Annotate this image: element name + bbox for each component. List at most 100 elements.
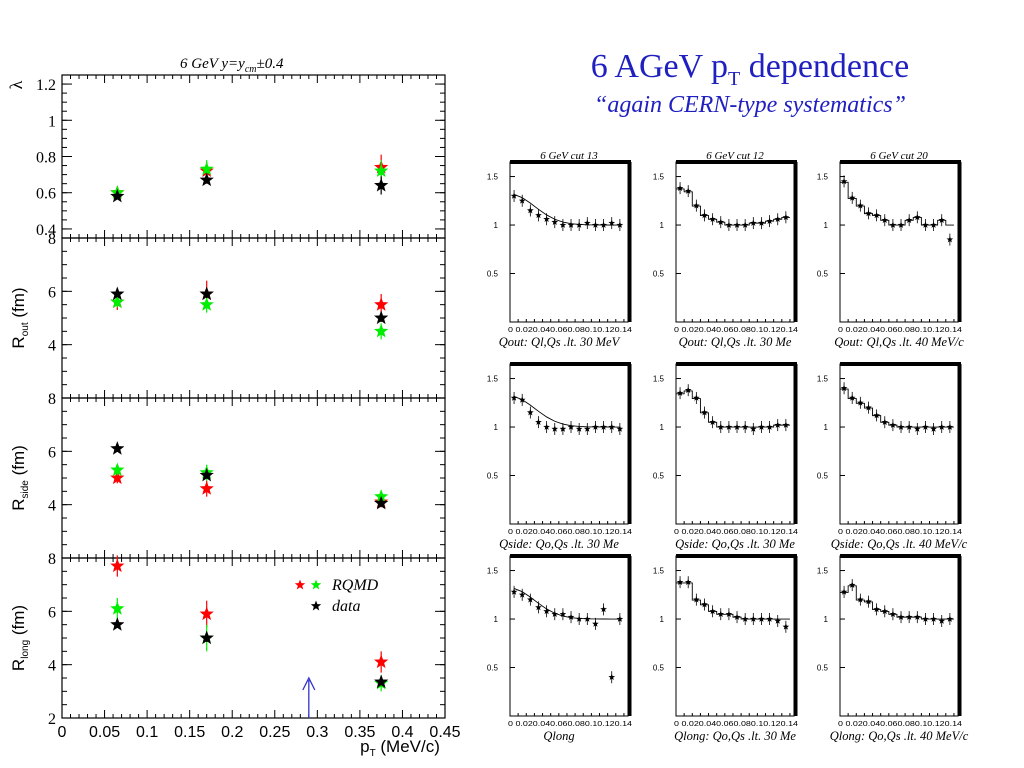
y-tick-label: 1 (660, 615, 665, 624)
hist-data-point (535, 603, 542, 611)
hist-data-point (865, 209, 872, 217)
x-axis-label-main: p (360, 737, 369, 756)
hist-data-point (510, 394, 518, 401)
hist-data-point (684, 187, 692, 194)
y-tick-label: 1 (824, 221, 829, 230)
hist-data-point (693, 202, 700, 209)
hist-data-point (865, 598, 872, 605)
y-tick-label: 6 (48, 604, 56, 621)
x-tick-labels: 0 0.020.040.060.080.10.120.14 (838, 325, 962, 334)
hist-data-point (913, 613, 921, 620)
hbt-radii-chart: 6 GeV y=ycm±0.4 0.4 0.6 0.8 1 1.2 λ 4 6 8 Rout (fm… (6, 56, 461, 759)
fit-line (676, 188, 790, 226)
hist-data-point (600, 221, 607, 228)
hist-data-point (709, 418, 716, 426)
hist-data-point (676, 184, 684, 192)
hist-data-point (913, 425, 921, 432)
y-tick-label: 1.5 (487, 375, 499, 384)
data-point-data (199, 172, 214, 187)
hist-data-point (857, 399, 864, 406)
cell-frame (509, 555, 629, 717)
y-tick-label: 1.5 (653, 375, 665, 384)
hist-data-point (559, 425, 567, 432)
hist-data-point (840, 177, 848, 185)
indicator-arrow-head (302, 676, 316, 691)
hist-data-point (567, 423, 575, 430)
slide-title-sub: T (728, 67, 741, 90)
data-point-data (110, 441, 125, 455)
hist-data-point (510, 588, 518, 595)
y-axis-label-main: R (9, 499, 28, 511)
x-tick-label: 0 (58, 724, 67, 741)
hist-data-point (946, 615, 954, 622)
hist-data-point (733, 423, 741, 430)
y-tick-label: 1 (48, 113, 56, 130)
y-axis-label-main: R (9, 659, 28, 671)
y-tick-label: 0.5 (817, 472, 829, 481)
panel-1: 4 6 8 Rout (fm) (9, 231, 446, 399)
hist-data-point (741, 221, 749, 228)
hist-data-point (782, 421, 790, 428)
hist-data-point (543, 607, 550, 615)
legend-marker-rqmd-red (294, 579, 306, 590)
x-tick-labels: 0 0.020.040.060.080.10.120.14 (508, 325, 632, 334)
hist-data-point (583, 425, 591, 432)
y-tick-label: 1 (660, 423, 665, 432)
data-point-rqmd (110, 470, 125, 485)
hist-data-point (676, 578, 684, 586)
y-tick-label: 1 (824, 615, 829, 624)
y-axis-label-end: (fm) (9, 287, 28, 322)
y-tick-label: 1 (824, 423, 829, 432)
hist-data-point (881, 216, 889, 224)
chart-title-sub: cm (245, 64, 257, 75)
x-tick-label: 0.2 (221, 724, 243, 741)
hist-data-point (946, 423, 954, 430)
hist-data-point (725, 610, 733, 618)
chart-title-main: 6 GeV y=y (180, 56, 245, 72)
cell-frame (509, 363, 629, 525)
y-tick-label: 0.5 (487, 270, 499, 279)
y-tick-label: 1 (494, 615, 499, 624)
hist-data-point (518, 197, 526, 204)
y-tick-label: 1.5 (487, 567, 499, 576)
cell-frame (839, 161, 959, 323)
data-point-data (110, 286, 125, 301)
data-point-data (374, 177, 389, 192)
x-tick-label: 0.35 (344, 724, 375, 741)
hist-data-point (930, 221, 937, 228)
data-point-rqmd (374, 163, 389, 178)
hist-data-point (725, 221, 733, 228)
hist-data-point (733, 613, 741, 620)
hist-data-point (857, 596, 864, 603)
y-tick-label: 6 (48, 444, 56, 461)
fit-line (840, 181, 954, 226)
slide-subtitle: “again CERN-type systematics” (594, 92, 906, 118)
hist-cell-0-0: 0.5 1 1.5 0 0.020.040.060.080.10.120.14 (487, 160, 632, 334)
y-tick-label: 0.5 (817, 664, 829, 673)
data-point-rqmd (374, 297, 389, 311)
hist-data-point (535, 211, 542, 219)
hist-data-point (616, 615, 624, 622)
x-axis-label: pT (MeV/c) (360, 737, 440, 759)
cell-label: Qside: Qo,Qs .lt. 40 MeV/c (831, 537, 968, 551)
hist-data-point (848, 194, 856, 201)
hist-data-point (535, 418, 542, 426)
hist-data-point (848, 581, 856, 588)
column-title: 6 GeV cut 12 (706, 150, 764, 162)
panel-frame (61, 74, 446, 239)
hist-data-point (693, 394, 700, 401)
legend-marker-data (310, 600, 322, 611)
fit-line (840, 585, 954, 620)
y-axis-label-sub: long (20, 640, 31, 659)
hist-data-point (684, 578, 692, 586)
hist-cell-2-2: 0.5 1 1.5 0 0.020.040.060.080.10.120.14 (817, 554, 962, 728)
hist-data-point (897, 221, 905, 228)
panel-2: 4 6 8 Rside (fm) (9, 391, 446, 559)
y-axis-label: Rout (fm) (9, 287, 31, 348)
fit-line (676, 390, 790, 428)
hist-data-point (930, 615, 937, 622)
hist-data-point (873, 211, 880, 219)
hist-data-point (857, 202, 864, 209)
hist-data-point (946, 236, 954, 243)
chart-title-end: ±0.4 (257, 56, 284, 72)
